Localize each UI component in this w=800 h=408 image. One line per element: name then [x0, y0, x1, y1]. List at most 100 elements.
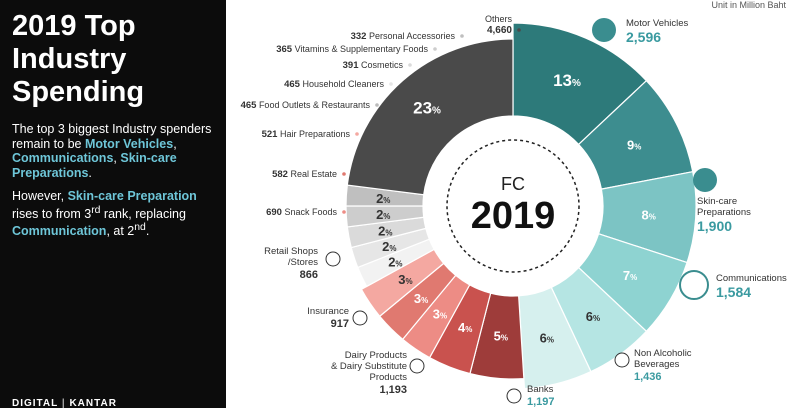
label-value: 2,596 [626, 29, 661, 45]
leader-dot-personal-accessories [460, 34, 464, 38]
pct-label-motor-vehicles: 13% [553, 71, 581, 90]
car-icon [592, 18, 616, 42]
leader-dot-real-estate [342, 172, 346, 176]
pct-value: 3 [414, 291, 421, 306]
footer-separator: | [61, 398, 66, 408]
pct-label-skin-care-preparations: 9% [627, 137, 641, 152]
value-food-outlets-restaurants: 465 [241, 100, 258, 111]
pct-value: 3 [398, 272, 405, 287]
label-name-line: Preparations [697, 207, 751, 218]
label-household-cleaners: 465 Household Cleaners [284, 79, 384, 90]
leader-dot-hair-preparations [355, 132, 359, 136]
p1-text-1: The top 3 biggest Industry spenders rema… [12, 122, 212, 151]
pct-suffix: % [440, 312, 447, 321]
pct-value: 4 [458, 320, 466, 335]
p1-text-2: , [173, 136, 177, 151]
title-line-1: 2019 Top [12, 10, 136, 42]
label-personal-accessories: 332 Personal Accessories [351, 31, 456, 42]
summary-paragraph-2: However, Skin-care Preparation rises to … [12, 189, 222, 239]
label-others: 4,660 [487, 25, 512, 36]
label-name-line: Skin-care [697, 196, 737, 207]
leader-dot-food-outlets-restaurants [375, 103, 379, 107]
value-insurance: 917 [331, 318, 349, 330]
store-icon [325, 251, 341, 267]
leader-dot-cosmetics [408, 63, 412, 67]
pct-value: 7 [623, 268, 630, 283]
center-label-fc: FC [501, 174, 525, 194]
center-label-year: 2019 [471, 195, 556, 237]
footer-logo: DIGITAL | KANTAR [12, 398, 117, 408]
label-name-line: /Stores [288, 257, 318, 268]
pct-suffix: % [385, 228, 392, 237]
center-disc [425, 118, 601, 294]
label-name-line: Beverages [634, 359, 680, 370]
pct-value: 8 [642, 208, 649, 223]
slice-dairy-products-dairy-substitute-products [518, 286, 592, 390]
title-line-3: Spending [12, 76, 145, 108]
face-mask-icon [693, 168, 717, 192]
pct-suffix: % [383, 212, 390, 221]
milk-carton-icon [409, 358, 425, 374]
label-name-line: Communications [716, 273, 787, 284]
label-vitamins-supplementary-foods: 365 Vitamins & Supplementary Foods [276, 44, 428, 55]
pct-value: 2 [382, 239, 389, 254]
pct-label-dairy-products-dairy-substitute-products: 6% [540, 331, 554, 346]
title-line-2: Industry [12, 43, 127, 75]
p1-highlight-skincare: Skin-care Preparations [12, 151, 177, 180]
value-hair-preparations: 521 [262, 129, 279, 140]
value-cosmetics: 391 [343, 60, 360, 71]
label-name: Hair Preparations [277, 129, 350, 139]
pct-label-non-alcoholic-beverages: 7% [623, 268, 637, 283]
pct-label-household-cleaners: 2% [382, 239, 396, 254]
leader-dot-snack-foods [342, 210, 346, 214]
pct-label-vitamins-supplementary-foods: 2% [376, 207, 390, 222]
label-value: 866 [300, 269, 318, 281]
pct-suffix: % [634, 142, 641, 151]
pct-value: 6 [540, 331, 547, 346]
center-dashed-ring [446, 139, 580, 273]
pct-value: 13 [553, 71, 572, 90]
label-name-line: Insurance [307, 306, 349, 317]
pct-value: 2 [376, 207, 383, 222]
pct-value: 23 [413, 98, 432, 117]
p2-text-1: However, [12, 189, 68, 203]
pct-value: 2 [388, 254, 395, 269]
value-snack-foods: 690 [266, 207, 282, 218]
pct-label-communications: 8% [642, 208, 656, 223]
value-retail-shops-stores: 866 [300, 269, 318, 281]
pct-suffix: % [406, 277, 413, 286]
p2-superscript-nd: nd [134, 222, 146, 234]
bank-icon [506, 388, 522, 404]
footer-digital-label: DIGITAL [12, 398, 59, 408]
pct-value: 5 [494, 328, 501, 343]
pct-label-hair-preparations: 3% [398, 272, 412, 287]
label-food-outlets-restaurants: 465 Food Outlets & Restaurants [241, 100, 371, 111]
pct-suffix: % [383, 196, 390, 205]
label-name-line: Motor Vehicles [626, 18, 689, 29]
label-real-estate: 582 Real Estate [272, 169, 337, 180]
value-motor-vehicles: 2,596 [626, 29, 661, 45]
pct-label-real-estate: 3% [414, 291, 428, 306]
label-dairy-products-dairy-substitute-products: Dairy Products& Dairy SubstituteProducts… [331, 350, 425, 396]
pct-suffix: % [547, 336, 554, 345]
value-dairy-products-dairy-substitute-products: 1,193 [379, 384, 407, 396]
pct-label-retail-shops-stores: 4% [458, 320, 472, 335]
label-name: Snack Foods [282, 207, 338, 217]
pct-label-cosmetics: 2% [378, 223, 392, 238]
value-skin-care-preparations: 1,900 [697, 218, 732, 234]
label-value: 1,193 [379, 384, 407, 396]
value-others: 4,660 [487, 25, 512, 36]
value-communications: 1,584 [716, 284, 751, 300]
pct-value: 9 [627, 137, 634, 152]
pct-label-insurance: 5% [494, 328, 508, 343]
chat-bubble-icon [679, 270, 709, 300]
pct-label-food-outlets-restaurants: 2% [388, 254, 402, 269]
label-name-line: Non Alcoholic [634, 348, 692, 359]
pct-label-personal-accessories: 2% [376, 191, 390, 206]
